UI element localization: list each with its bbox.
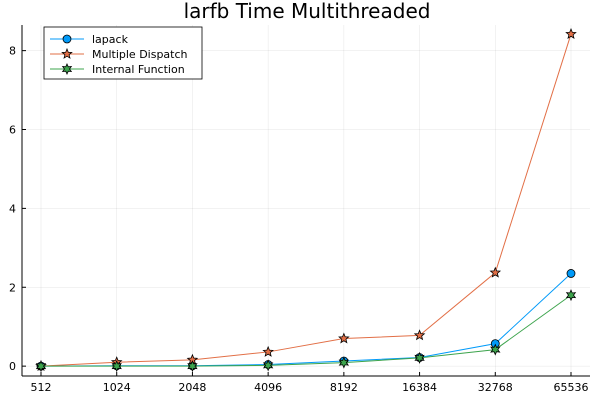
data-point bbox=[262, 345, 274, 357]
data-point bbox=[35, 360, 47, 373]
series-1 bbox=[35, 27, 577, 372]
data-point bbox=[414, 351, 425, 364]
x-tick-label: 16384 bbox=[402, 381, 437, 394]
y-tick-label: 8 bbox=[9, 45, 16, 58]
x-tick-label: 65536 bbox=[554, 381, 589, 394]
legend: lapack Multiple Dispatch Internal Function bbox=[43, 26, 203, 80]
data-point bbox=[489, 266, 502, 278]
legend-marker bbox=[61, 63, 73, 75]
legend-marker bbox=[62, 34, 72, 44]
x-tick-label: 32768 bbox=[478, 381, 513, 394]
y-tick-label: 6 bbox=[9, 124, 16, 137]
data-point bbox=[490, 343, 501, 356]
data-point bbox=[262, 359, 274, 372]
data-point bbox=[566, 269, 576, 278]
x-tick-label: 8192 bbox=[330, 381, 358, 394]
data-point bbox=[187, 360, 198, 373]
legend-label: Multiple Dispatch bbox=[92, 48, 188, 61]
x-tick-label: 4096 bbox=[254, 381, 282, 394]
axes bbox=[21, 25, 590, 377]
chart-title: larfb Time Multithreaded bbox=[184, 0, 431, 23]
legend-label: Internal Function bbox=[92, 63, 185, 76]
series-layer bbox=[35, 27, 577, 373]
series-line bbox=[40, 33, 572, 367]
data-point bbox=[565, 289, 577, 302]
x-tick-label: 2048 bbox=[178, 381, 206, 394]
y-tick-label: 0 bbox=[9, 360, 16, 373]
x-tick-label: 512 bbox=[31, 381, 52, 394]
data-point bbox=[565, 27, 577, 39]
data-point bbox=[338, 332, 350, 344]
y-tick-label: 4 bbox=[9, 202, 16, 215]
tick-labels: 512 1024 2048 4096 8192 16384 32768 65536 0 2 4 6 8 bbox=[9, 45, 589, 394]
legend-marker bbox=[61, 47, 73, 59]
legend-label: lapack bbox=[92, 33, 129, 46]
data-point bbox=[338, 356, 350, 369]
y-tick-label: 2 bbox=[9, 281, 16, 294]
x-tick-label: 1024 bbox=[103, 381, 131, 394]
series-line bbox=[41, 294, 572, 367]
data-point bbox=[111, 360, 122, 373]
data-point bbox=[413, 329, 426, 341]
series-2 bbox=[35, 289, 577, 373]
